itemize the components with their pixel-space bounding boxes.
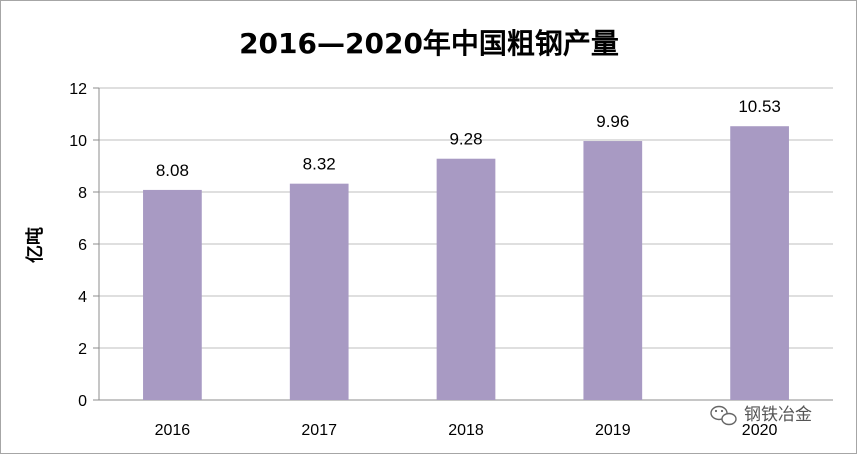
chart-title: 2016—2020年中国粗钢产量: [239, 27, 619, 60]
x-tick-label-2018: 2018: [448, 422, 484, 439]
bar-2020: [730, 126, 789, 400]
bar-2016: [143, 189, 202, 400]
y-tick-label: 2: [78, 341, 87, 358]
x-tick-label-2016: 2016: [155, 422, 191, 439]
y-tick-label: 4: [78, 289, 87, 306]
bar-2019: [583, 141, 643, 401]
y-tick-label: 8: [78, 185, 87, 202]
watermark-text: 钢铁冶金: [744, 405, 812, 425]
data-label-2016: 8.08: [156, 161, 189, 180]
x-tick-label-2019: 2019: [595, 422, 631, 439]
y-tick-label: 0: [78, 393, 87, 410]
data-label-2017: 8.32: [303, 155, 336, 174]
y-tick-label: 12: [69, 81, 87, 98]
y-tick-label: 6: [78, 237, 87, 254]
bars: [143, 126, 789, 401]
data-labels: 8.08 8.32 9.28 9.96 10.53: [156, 97, 781, 180]
y-axis-label: 亿吨: [24, 227, 46, 263]
y-tick-label: 10: [69, 133, 87, 150]
y-axis-ticks: 0 2 4 6 8 10 12: [69, 81, 87, 410]
bar-2018: [436, 158, 496, 400]
data-label-2019: 9.96: [596, 112, 629, 131]
x-axis-ticks: 2016 2017 2018 2019 2020: [155, 422, 778, 439]
bar-2017: [289, 183, 349, 400]
x-tick-label-2020: 2020: [742, 422, 778, 439]
data-label-2018: 9.28: [449, 130, 482, 149]
x-tick-label-2017: 2017: [301, 422, 337, 439]
watermark: 钢铁冶金: [710, 405, 812, 426]
wechat-icon: [710, 405, 737, 426]
data-label-2020: 10.53: [738, 97, 781, 116]
